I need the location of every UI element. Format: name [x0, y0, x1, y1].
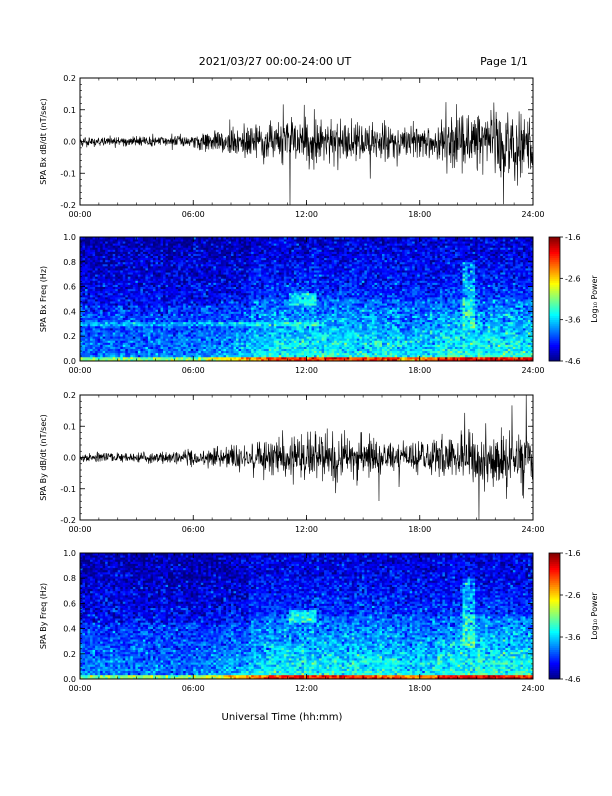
x-tick-label: 24:00 [521, 210, 544, 219]
waveform-trace [80, 102, 533, 205]
y-tick-label: 0.2 [63, 74, 76, 83]
y-axis-label: SPA Bx dB/dt (nT/sec) [39, 98, 48, 185]
y-tick-label: 0.0 [63, 138, 76, 147]
y-tick-label: 0.1 [63, 106, 76, 115]
x-tick-label: 18:00 [408, 210, 431, 219]
x-tick-label: 06:00 [182, 210, 205, 219]
page-title: 2021/03/27 00:00-24:00 UT [199, 55, 352, 68]
y-tick-label: -0.1 [60, 169, 76, 178]
panel-1: -0.2 -0.1 0.0 0.1 0.2 00:00 06:00 12:00 18:00 24:… [39, 74, 545, 219]
y-tick-label: -0.2 [60, 201, 76, 210]
spectrogram-cells [80, 237, 533, 361]
page-number: Page 1/1 [480, 55, 528, 68]
x-tick-label: 12:00 [295, 210, 318, 219]
x-tick-label: 00:00 [68, 210, 91, 219]
